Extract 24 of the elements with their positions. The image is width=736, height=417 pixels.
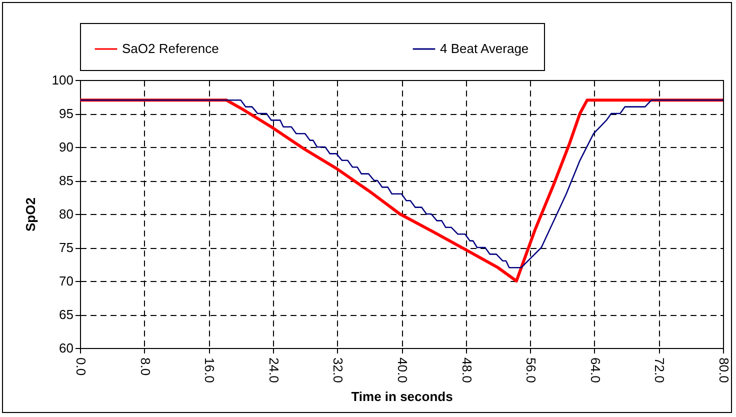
y-tick-label: 90 (59, 140, 74, 154)
x-tick-label: 48.0 (459, 358, 474, 383)
x-tick-label: 24.0 (266, 358, 282, 383)
y-tick-label: 80 (59, 206, 74, 222)
y-tick-label: 75 (59, 240, 74, 255)
legend-label: 4 Beat Average (440, 41, 529, 56)
y-tick-label: 100 (52, 72, 74, 88)
y-tick-label: 65 (59, 307, 74, 322)
legend-label: SaO2 Reference (122, 41, 219, 56)
x-tick-label: 56.0 (524, 358, 539, 383)
x-tick-label: 72.0 (652, 358, 668, 383)
y-tick-label: 85 (59, 173, 74, 188)
y-tick-label: 95 (59, 106, 74, 121)
x-axis-title: Time in seconds (351, 388, 453, 404)
x-tick-label: 16.0 (202, 358, 218, 383)
x-tick-label: 8.0 (138, 358, 153, 376)
x-tick-label: 32.0 (330, 358, 346, 383)
y-tick-label: 60 (59, 340, 74, 356)
x-tick-label: 64.0 (588, 358, 603, 383)
x-tick-label: 80.0 (716, 358, 732, 383)
y-tick-label: 70 (59, 274, 74, 288)
y-axis-title: SpO2 (22, 198, 38, 232)
x-tick-label: 40.0 (395, 358, 410, 383)
x-tick-label: 0.0 (74, 358, 88, 376)
